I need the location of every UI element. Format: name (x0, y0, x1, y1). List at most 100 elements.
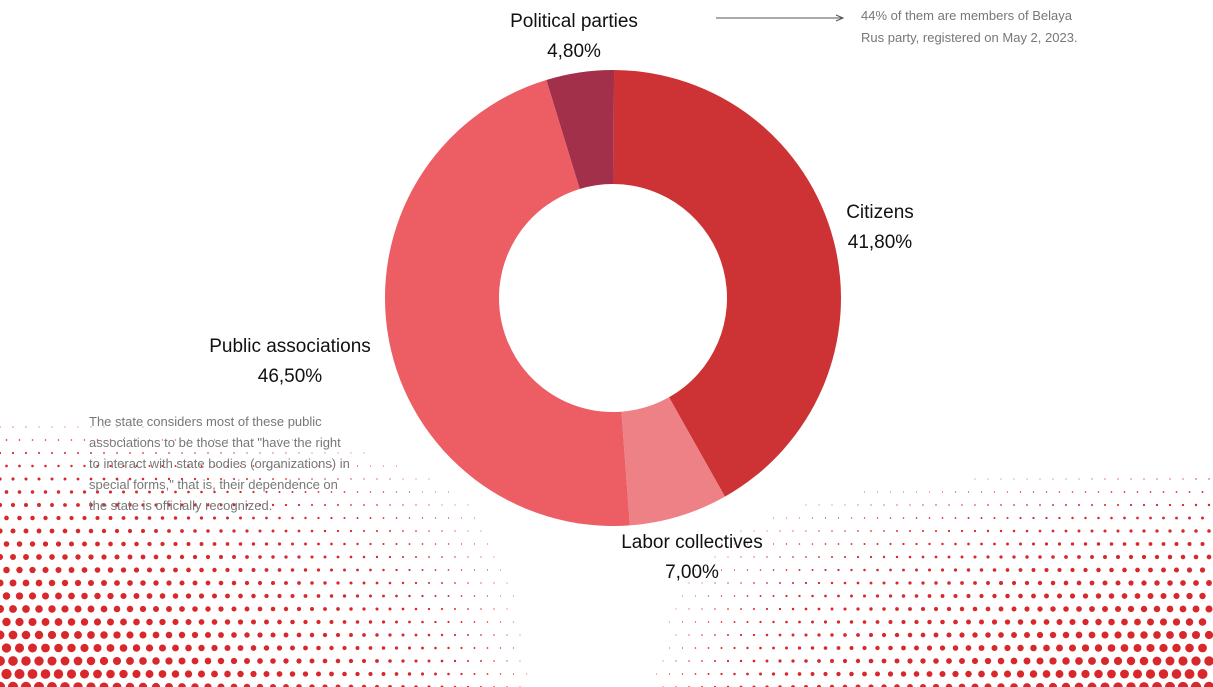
halftone-dot (1056, 644, 1063, 652)
halftone-dot (1103, 555, 1107, 559)
halftone-dot (160, 541, 165, 547)
halftone-dot (270, 632, 276, 638)
halftone-dot (15, 592, 24, 600)
halftone-dot (10, 528, 16, 534)
halftone-dot (460, 543, 463, 545)
annotation-line: 44% of them are members of Belaya (861, 8, 1073, 23)
halftone-dot (1156, 478, 1158, 480)
halftone-dot (965, 670, 972, 678)
halftone-dot (850, 543, 853, 545)
halftone-dot (810, 672, 815, 676)
halftone-dot (862, 671, 867, 677)
halftone-dot (895, 555, 899, 559)
halftone-dot (1181, 503, 1185, 507)
halftone-dot (467, 556, 469, 558)
halftone-dot (277, 593, 282, 599)
halftone-dot (7, 681, 19, 687)
halftone-dot (374, 684, 380, 687)
halftone-dot (1208, 478, 1210, 480)
halftone-dot (28, 617, 37, 627)
halftone-dot (421, 594, 424, 598)
halftone-dot (270, 580, 276, 586)
halftone-dot (48, 579, 56, 587)
halftone-dot (1192, 605, 1200, 613)
halftone-dot (311, 478, 313, 480)
halftone-dot (1050, 606, 1056, 612)
halftone-dot (329, 620, 334, 624)
halftone-dot (850, 594, 853, 598)
halftone-dot (733, 569, 736, 571)
halftone-dot (486, 621, 489, 623)
halftone-dot (1090, 503, 1094, 507)
halftone-dot (766, 582, 768, 584)
halftone-dot (1049, 631, 1057, 639)
halftone-dot (129, 452, 131, 454)
halftone-dot (1062, 657, 1070, 665)
halftone-dot (382, 568, 385, 572)
halftone-dot (237, 645, 244, 651)
halftone-dot (901, 645, 906, 651)
halftone-dot (427, 581, 431, 585)
halftone-dot (271, 503, 275, 507)
halftone-dot (402, 504, 404, 506)
halftone-dot (519, 660, 521, 662)
halftone-dot (212, 567, 217, 573)
halftone-dot (863, 543, 866, 545)
halftone-dot (401, 633, 405, 637)
halftone-dot (322, 658, 328, 664)
halftone-dot (1023, 657, 1031, 665)
halftone-dot (1122, 542, 1127, 546)
halftone-dot (335, 684, 341, 687)
halftone-dot (5, 439, 8, 441)
halftone-dot (850, 568, 853, 572)
halftone-dot (694, 595, 697, 597)
halftone-dot (258, 555, 262, 559)
halftone-dot (1091, 478, 1093, 480)
halftone-dot (920, 658, 926, 664)
halftone-dot (733, 595, 736, 597)
halftone-dot (714, 608, 716, 610)
halftone-dot (1031, 568, 1036, 572)
halftone-dot (49, 554, 55, 560)
halftone-dot (890, 491, 891, 493)
halftone-dot (928, 517, 931, 519)
halftone-dot (187, 465, 190, 467)
halftone-dot (889, 517, 892, 519)
halftone-dot (27, 669, 38, 679)
halftone-dot (101, 528, 107, 534)
halftone-dot (1104, 478, 1106, 480)
halftone-dot (1058, 491, 1061, 493)
halftone-dot (669, 621, 670, 623)
halftone-dot (251, 593, 256, 599)
halftone-dot (238, 542, 243, 546)
halftone-dot (73, 682, 83, 687)
halftone-dot (211, 619, 218, 625)
halftone-dot (251, 568, 256, 572)
halftone-dot (75, 554, 81, 560)
halftone-dot (134, 516, 139, 520)
halftone-dot (192, 606, 198, 612)
halftone-dot (303, 568, 308, 572)
halftone-dot (323, 529, 327, 533)
halftone-dot (428, 556, 430, 558)
halftone-dot (862, 594, 867, 598)
halftone-dot (1180, 554, 1186, 560)
halftone-dot (304, 491, 307, 493)
halftone-dot (972, 606, 978, 612)
halftone-dot (941, 517, 944, 519)
halftone-dot (888, 620, 893, 624)
halftone-dot (0, 477, 2, 481)
halftone-dot (239, 465, 242, 467)
halftone-dot (1205, 605, 1213, 613)
halftone-dot (375, 607, 379, 611)
halftone-dot (1166, 631, 1174, 639)
halftone-dot (881, 632, 887, 638)
halftone-dot (114, 580, 120, 586)
halftone-dot (486, 647, 489, 649)
halftone-dot (4, 515, 9, 521)
halftone-dot (146, 593, 153, 599)
halftone-dot (81, 567, 88, 573)
halftone-dot (953, 568, 958, 572)
halftone-dot (720, 672, 723, 676)
halftone-dot (76, 477, 80, 481)
